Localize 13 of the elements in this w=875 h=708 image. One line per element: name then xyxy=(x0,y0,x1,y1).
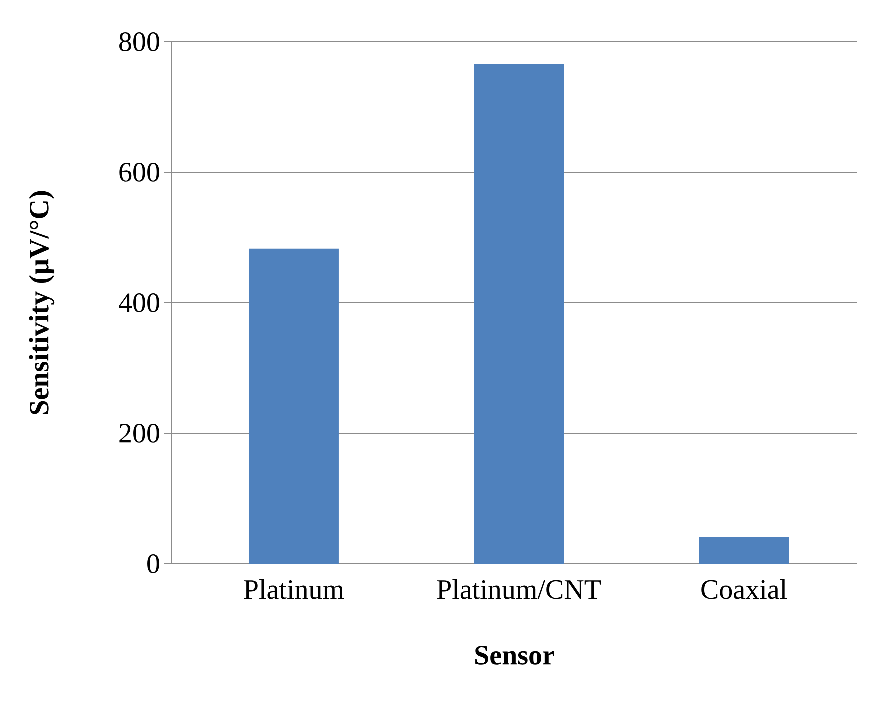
x-tick-label: Platinum/CNT xyxy=(437,580,602,600)
x-tick-label: Platinum xyxy=(244,580,344,600)
y-axis-title: Sensitivity (µV/°C) xyxy=(29,191,55,414)
y-tick-label: 400 xyxy=(119,294,160,312)
x-axis-title: Sensor xyxy=(476,646,554,665)
bar xyxy=(474,64,564,564)
bar xyxy=(248,248,339,564)
x-tick-label: Coaxial xyxy=(702,580,788,600)
y-tick-label: 600 xyxy=(120,163,160,182)
y-tick-label: 0 xyxy=(148,554,160,574)
y-tick-label: 200 xyxy=(120,424,160,443)
bar xyxy=(699,537,790,564)
y-tick-label: 800 xyxy=(120,32,160,52)
